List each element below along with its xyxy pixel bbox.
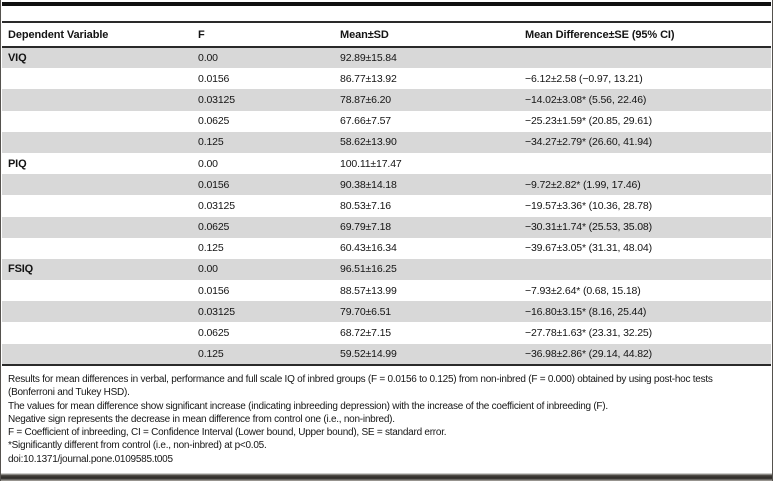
table-row: 0.0156 86.77±13.92 −6.12±2.58 (−0.97, 13.2… <box>2 68 771 89</box>
table-area: Dependent Variable F Mean±SD Mean Differ… <box>2 21 771 366</box>
cell-mean-sd: 78.87±6.20 <box>340 93 391 106</box>
cell-dependent-variable <box>2 344 192 365</box>
footnote-line: F = Coefficient of inbreeding, CI = Conf… <box>8 427 447 439</box>
table-row: 0.03125 79.70±6.51 −16.80±3.15* (8.16, 25.… <box>2 301 771 323</box>
footnote-line-significance: *Significantly different from control (i… <box>8 440 267 452</box>
cell-mean-sd: 92.89±15.84 <box>340 52 397 65</box>
cell-dependent-variable <box>2 322 192 343</box>
cell-mean-difference: −30.31±1.74* (25.53, 35.08) <box>525 221 652 234</box>
table-row: 0.0156 90.38±14.18 −9.72±2.82* (1.99, 17.4… <box>2 174 771 196</box>
table-header: Dependent Variable F Mean±SD Mean Differ… <box>2 22 771 47</box>
col-header-dependent-variable: Dependent Variable <box>8 28 109 41</box>
cell-f: 0.00 <box>198 52 218 65</box>
cell-dependent-variable <box>2 217 192 238</box>
table-row: 0.0625 69.79±7.18 −30.31±1.74* (25.53, 35.… <box>2 216 771 238</box>
cell-f: 0.0156 <box>198 284 230 297</box>
table-row: 0.03125 78.87±6.20 −14.02±3.08* (5.56, 22.… <box>2 89 771 111</box>
table-header-row: Dependent Variable F Mean±SD Mean Differ… <box>2 22 771 47</box>
cell-dependent-variable <box>2 111 192 132</box>
cell-mean-difference: −9.72±2.82* (1.99, 17.46) <box>525 178 641 191</box>
table-row: 0.125 59.52±14.99 −36.98±2.86* (29.14, 44.… <box>2 343 771 365</box>
doi-text: doi:10.1371/journal.pone.0109585.t005 <box>8 453 173 465</box>
cell-mean-sd: 67.66±7.57 <box>340 115 391 128</box>
table-row: 0.125 60.43±16.34 −39.67±3.05* (31.31, 48.… <box>2 238 771 259</box>
cell-dependent-variable <box>2 174 192 195</box>
cell-mean-sd: 96.51±16.25 <box>340 263 397 276</box>
cell-mean-difference: −36.98±2.86* (29.14, 44.82) <box>525 347 652 360</box>
cell-f: 0.0625 <box>198 115 230 128</box>
col-header-mean-difference: Mean Difference±SE (95% CI) <box>525 28 675 41</box>
cell-dependent-variable <box>2 301 192 322</box>
cell-mean-difference <box>519 153 771 174</box>
cell-dependent-variable: FSIQ <box>8 263 34 276</box>
cell-mean-difference: −19.57±3.36* (10.36, 28.78) <box>525 199 652 212</box>
cell-mean-difference: −27.78±1.63* (23.31, 32.25) <box>525 327 652 340</box>
col-header-mean-sd: Mean±SD <box>340 28 389 41</box>
cell-f: 0.125 <box>198 242 224 255</box>
table-row: 0.125 58.62±13.90 −34.27±2.79* (26.60, 41.… <box>2 131 771 153</box>
footnote-line: (Bonferroni and Tukey HSD). <box>8 387 130 399</box>
cell-mean-difference: −7.93±2.64* (0.68, 15.18) <box>525 284 641 297</box>
cell-mean-sd: 59.52±14.99 <box>340 347 397 360</box>
cell-f: 0.125 <box>198 136 224 149</box>
cell-mean-sd: 69.79±7.18 <box>340 221 391 234</box>
cell-f: 0.03125 <box>198 93 235 106</box>
cell-mean-difference: −34.27±2.79* (26.60, 41.94) <box>525 136 652 149</box>
cell-dependent-variable <box>2 68 192 89</box>
cell-mean-sd: 88.57±13.99 <box>340 284 397 297</box>
footnote-line: Negative sign represents the decrease in… <box>8 413 395 425</box>
cell-f: 0.03125 <box>198 199 235 212</box>
cell-f: 0.00 <box>198 263 218 276</box>
footnote-line: The values for mean difference show sign… <box>8 400 608 412</box>
table-row: 0.0625 67.66±7.57 −25.23±1.59* (20.85, 29.… <box>2 111 771 132</box>
cell-f: 0.0156 <box>198 72 230 85</box>
cell-mean-difference: −14.02±3.08* (5.56, 22.46) <box>525 93 647 106</box>
cell-mean-sd: 80.53±7.16 <box>340 199 391 212</box>
cell-dependent-variable <box>2 132 192 153</box>
cell-mean-difference: −6.12±2.58 (−0.97, 13.21) <box>525 72 643 85</box>
bottom-shadow-border <box>1 471 772 481</box>
table-row: PIQ 0.00 100.11±17.47 <box>2 153 771 174</box>
table-footnotes: Results for mean differences in verbal, … <box>8 373 769 466</box>
cell-dependent-variable <box>2 195 192 216</box>
iq-results-table: Dependent Variable F Mean±SD Mean Differ… <box>2 21 771 366</box>
cell-mean-difference: −25.23±1.59* (20.85, 29.61) <box>525 115 652 128</box>
table-row: FSIQ 0.00 96.51±16.25 <box>2 258 771 281</box>
cell-mean-sd: 58.62±13.90 <box>340 136 397 149</box>
cell-dependent-variable <box>2 89 192 110</box>
table-row: 0.0625 68.72±7.15 −27.78±1.63* (23.31, 32.… <box>2 322 771 343</box>
cell-mean-sd: 90.38±14.18 <box>340 178 397 191</box>
table-row: 0.0156 88.57±13.99 −7.93±2.64* (0.68, 15.1… <box>2 280 771 301</box>
cell-f: 0.0625 <box>198 221 230 234</box>
cell-f: 0.03125 <box>198 305 235 318</box>
cell-f: 0.125 <box>198 347 224 360</box>
table-row: VIQ 0.00 92.89±15.84 <box>2 47 771 69</box>
cell-mean-difference <box>519 259 771 280</box>
cell-mean-sd: 86.77±13.92 <box>340 72 397 85</box>
cell-f: 0.0625 <box>198 327 230 340</box>
cell-f: 0.0156 <box>198 178 230 191</box>
cell-mean-difference <box>519 47 771 68</box>
cell-mean-sd: 60.43±16.34 <box>340 242 397 255</box>
table-row: 0.03125 80.53±7.16 −19.57±3.36* (10.36, 28… <box>2 195 771 216</box>
cell-mean-difference: −16.80±3.15* (8.16, 25.44) <box>525 305 647 318</box>
cell-dependent-variable: VIQ <box>8 52 27 65</box>
cell-dependent-variable <box>2 238 192 259</box>
cell-dependent-variable: PIQ <box>8 157 27 170</box>
cell-mean-sd: 68.72±7.15 <box>340 327 391 340</box>
cell-mean-sd: 100.11±17.47 <box>340 157 402 170</box>
table-top-rule <box>2 2 771 6</box>
cell-mean-difference: −39.67±3.05* (31.31, 48.04) <box>525 242 652 255</box>
footnote-line: Results for mean differences in verbal, … <box>8 374 713 385</box>
col-header-f: F <box>198 28 205 41</box>
table-body: VIQ 0.00 92.89±15.84 0.0156 86.77±13.92 −6.12… <box>2 47 771 365</box>
cell-dependent-variable <box>2 280 192 301</box>
cell-mean-sd: 79.70±6.51 <box>340 305 391 318</box>
cell-f: 0.00 <box>198 157 218 170</box>
